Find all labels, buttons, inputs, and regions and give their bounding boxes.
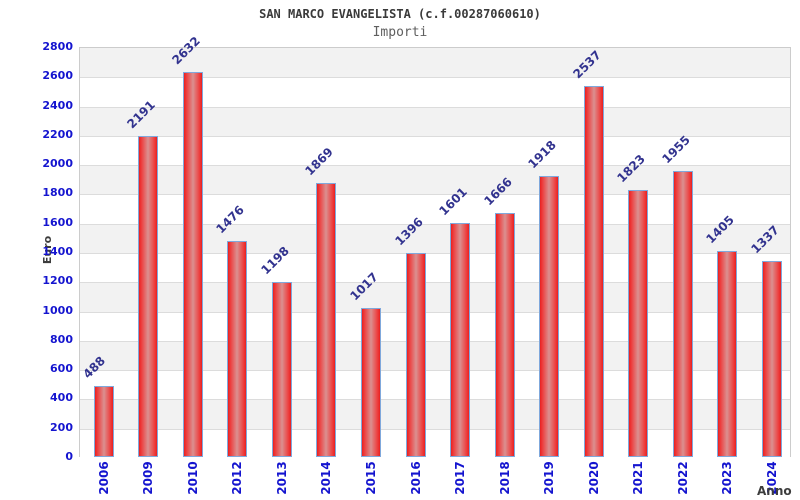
bar: [93, 385, 114, 457]
gridline: [80, 106, 790, 108]
x-tick-label: 2016: [408, 461, 423, 495]
bar: [182, 71, 203, 457]
x-tick-label: 2021: [631, 461, 646, 495]
x-tick-label: 2020: [586, 461, 601, 495]
y-tick-label: 2000: [42, 157, 73, 171]
bar: [628, 190, 649, 457]
y-tick-label: 2800: [42, 40, 73, 53]
bar: [360, 308, 381, 457]
y-tick-label: 1800: [42, 186, 73, 200]
gridline: [80, 223, 790, 225]
bar: [494, 213, 515, 457]
gridline: [80, 194, 790, 196]
bar: [271, 281, 292, 457]
bar: [761, 261, 782, 457]
y-tick-label: 1000: [42, 303, 73, 317]
gridline: [80, 253, 790, 254]
gridline: [80, 135, 790, 137]
y-tick-label: 1400: [42, 245, 73, 258]
bar: [316, 183, 337, 457]
bar: [405, 252, 426, 457]
y-tick-label: 800: [50, 332, 73, 346]
x-tick-label: 2010: [185, 461, 200, 495]
x-tick-label: 2017: [453, 461, 468, 495]
x-axis-title: Anno: [757, 484, 792, 498]
x-tick-label: 2009: [141, 461, 156, 495]
y-tick-label: 2200: [42, 127, 73, 141]
chart-title: SAN MARCO EVANGELISTA (c.f.00287060610): [259, 7, 541, 21]
bar: [450, 222, 471, 457]
gridline: [80, 340, 790, 342]
y-tick-label: 1600: [42, 215, 73, 229]
y-tick-label: 1200: [42, 274, 73, 288]
x-tick-label: 2019: [542, 461, 557, 495]
gridline: [80, 370, 790, 372]
y-tick-label: 400: [50, 391, 73, 405]
gridline: [80, 399, 790, 401]
gridline: [80, 282, 790, 284]
chart-subtitle: Importi: [372, 25, 428, 40]
gridline: [80, 311, 790, 313]
bar: [227, 240, 248, 457]
gridline: [80, 77, 790, 79]
y-tick-label: 2400: [42, 98, 73, 112]
bar: [672, 170, 693, 457]
x-tick-label: 2013: [274, 461, 289, 495]
gridline: [80, 165, 790, 167]
y-tick-label: 2600: [42, 69, 73, 83]
bar: [583, 85, 604, 457]
x-tick-label: 2015: [363, 461, 378, 495]
x-tick-label: 2006: [96, 461, 111, 495]
y-tick-label: 200: [50, 420, 73, 434]
x-tick-label: 2018: [497, 461, 512, 495]
x-tick-label: 2023: [720, 461, 735, 495]
x-tick-label: 2022: [675, 461, 690, 495]
x-tick-label: 2014: [319, 461, 334, 495]
bar: [717, 251, 738, 457]
x-tick-label: 2012: [230, 461, 245, 495]
gridline: [80, 428, 790, 430]
bar: [539, 176, 560, 457]
y-tick-label: 0: [65, 450, 73, 463]
bar: [138, 136, 159, 457]
y-tick-label: 600: [50, 362, 73, 376]
